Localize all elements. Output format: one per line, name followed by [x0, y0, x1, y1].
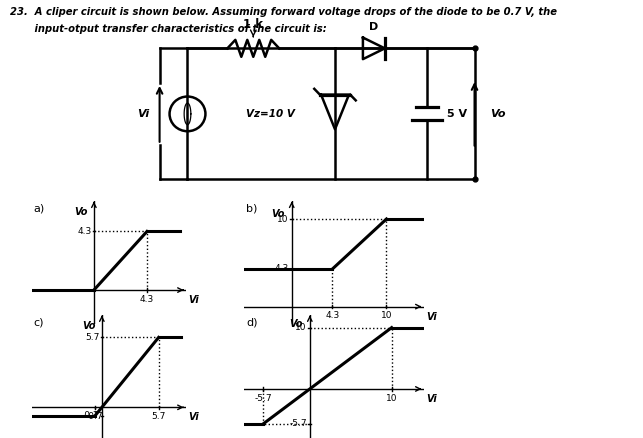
Text: -5.7: -5.7 [255, 393, 272, 403]
Text: 4.3: 4.3 [77, 227, 91, 236]
Text: 4.3: 4.3 [275, 265, 289, 273]
Text: Vi: Vi [138, 109, 150, 119]
Text: Vi: Vi [188, 412, 199, 422]
Text: 10: 10 [386, 393, 397, 403]
Text: 23.  A cliper circuit is shown below. Assuming forward voltage drops of the diod: 23. A cliper circuit is shown below. Ass… [10, 7, 557, 17]
Text: 10: 10 [277, 215, 289, 223]
Text: Vz=10 V: Vz=10 V [246, 109, 295, 119]
Text: 5.7: 5.7 [85, 333, 100, 342]
Text: 10: 10 [381, 311, 392, 320]
Text: -5.7: -5.7 [289, 420, 307, 428]
Text: d): d) [246, 318, 258, 328]
Text: b): b) [246, 204, 257, 214]
Text: 4.3: 4.3 [140, 295, 154, 304]
Text: -0.7: -0.7 [86, 412, 104, 421]
Text: 10: 10 [295, 323, 307, 332]
Text: 1 k: 1 k [243, 18, 263, 31]
Text: Vo: Vo [491, 109, 506, 119]
Text: 5.7: 5.7 [151, 412, 166, 421]
Text: D: D [370, 22, 379, 32]
Text: Vi: Vi [426, 394, 437, 404]
Text: Vi: Vi [188, 295, 199, 305]
Text: Vo: Vo [289, 319, 303, 329]
Text: 4.3: 4.3 [325, 311, 340, 320]
Text: Vi: Vi [426, 311, 437, 321]
Text: -0.7: -0.7 [82, 411, 100, 420]
Text: c): c) [33, 318, 44, 328]
Text: input-otput transfer characteristics of the circuit is:: input-otput transfer characteristics of … [10, 24, 327, 34]
Text: Vo: Vo [74, 207, 87, 217]
Text: a): a) [33, 204, 45, 214]
Text: Vo: Vo [271, 209, 284, 219]
Text: 5 V: 5 V [447, 109, 467, 119]
Text: Vo: Vo [82, 321, 96, 332]
